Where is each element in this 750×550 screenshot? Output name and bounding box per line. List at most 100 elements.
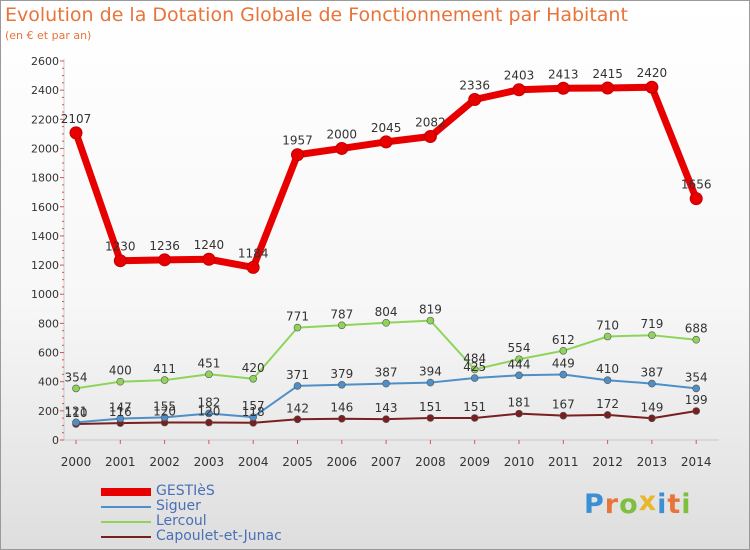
data-point [515, 355, 523, 364]
data-label: 449 [552, 357, 575, 371]
x-tick-label: 2013 [637, 455, 668, 469]
data-label: 142 [286, 401, 309, 415]
data-label: 425 [463, 360, 486, 374]
x-tick-label: 2008 [415, 455, 446, 469]
data-point [470, 374, 479, 382]
data-label: 819 [419, 303, 442, 317]
data-point [337, 414, 346, 423]
data-label: 804 [375, 305, 398, 319]
x-tick-label: 2004 [238, 455, 269, 469]
y-tick-label: 1800 [31, 172, 59, 185]
data-point [692, 335, 701, 344]
data-point [382, 319, 390, 327]
data-label: 120 [153, 405, 176, 419]
logo-letter: t [667, 489, 682, 520]
chart-title: Evolution de la Dotation Globale de Fonc… [5, 4, 628, 26]
legend-label: Lercoul [156, 513, 207, 529]
data-label: 146 [330, 401, 353, 415]
data-point [160, 413, 169, 422]
data-label: 151 [463, 400, 486, 414]
data-label: 2045 [371, 121, 402, 135]
data-point [72, 418, 80, 427]
legend-swatch [101, 521, 151, 523]
y-tick-label: 0 [52, 434, 59, 447]
x-tick-label: 2014 [681, 455, 712, 469]
x-tick-label: 2007 [371, 455, 402, 469]
data-point [246, 260, 260, 274]
legend-label: GESTIèS [156, 483, 215, 499]
data-label: 2000 [327, 127, 358, 141]
data-point [470, 365, 479, 374]
data-label: 787 [330, 307, 353, 321]
data-label: 167 [552, 398, 575, 412]
y-tick-label: 400 [38, 376, 59, 389]
y-tick-label: 2600 [31, 55, 59, 68]
data-point [515, 371, 523, 380]
logo-letter: x [638, 486, 658, 517]
data-point [382, 379, 390, 388]
data-point [205, 418, 213, 427]
data-label: 155 [153, 399, 176, 413]
data-label: 118 [242, 405, 265, 419]
data-label: 120 [197, 405, 220, 419]
x-tick-label: 2001 [105, 455, 136, 469]
data-label: 771 [286, 310, 309, 324]
x-tick-label: 2011 [548, 455, 579, 469]
data-point [337, 321, 346, 330]
legend-swatch [101, 536, 151, 538]
data-label: 2420 [637, 66, 668, 80]
y-tick-label: 2200 [31, 113, 59, 126]
data-point [249, 374, 257, 383]
x-tick-label: 2003 [194, 455, 225, 469]
y-tick-label: 600 [38, 347, 59, 360]
data-label: 387 [640, 366, 663, 380]
data-point [158, 253, 172, 267]
data-point [72, 384, 80, 393]
logo-letter: P [584, 489, 605, 520]
legend-label: Capoulet-et-Junac [156, 528, 282, 544]
data-label: 2336 [459, 78, 490, 92]
data-point [382, 415, 390, 423]
data-label: 157 [242, 399, 265, 413]
data-point [645, 80, 659, 94]
data-label: 354 [685, 370, 708, 384]
data-point [113, 254, 127, 268]
data-point [515, 409, 523, 418]
data-point [559, 370, 568, 379]
data-label: 612 [552, 333, 575, 347]
data-label: 1230 [105, 240, 136, 254]
data-point [559, 411, 568, 420]
data-point [335, 141, 349, 155]
data-label: 451 [197, 356, 220, 370]
data-point [556, 81, 570, 95]
data-label: 181 [508, 396, 531, 410]
data-label: 172 [596, 397, 619, 411]
x-tick-label: 2000 [61, 455, 92, 469]
y-tick-label: 800 [38, 317, 59, 330]
data-label: 147 [109, 401, 132, 415]
data-point [293, 415, 302, 424]
legend-label: Siguer [156, 498, 201, 514]
data-label: 151 [419, 400, 442, 414]
data-label: 411 [153, 362, 176, 376]
data-point [426, 378, 435, 387]
data-point [603, 332, 612, 341]
data-point [512, 83, 526, 97]
data-label: 1236 [149, 239, 180, 253]
data-point [603, 376, 612, 385]
data-label: 182 [197, 395, 220, 409]
logo-letter: i [657, 489, 668, 520]
data-label: 2107 [61, 112, 92, 126]
data-label: 1240 [194, 238, 225, 252]
data-point [379, 135, 393, 149]
data-point [603, 411, 612, 419]
data-label: 394 [419, 365, 442, 379]
data-label: 410 [596, 362, 619, 376]
data-point [205, 409, 213, 418]
data-label: 444 [508, 357, 531, 371]
x-tick-label: 2002 [149, 455, 180, 469]
data-point [426, 316, 435, 325]
data-label: 2415 [592, 67, 623, 81]
x-tick-label: 2009 [459, 455, 490, 469]
